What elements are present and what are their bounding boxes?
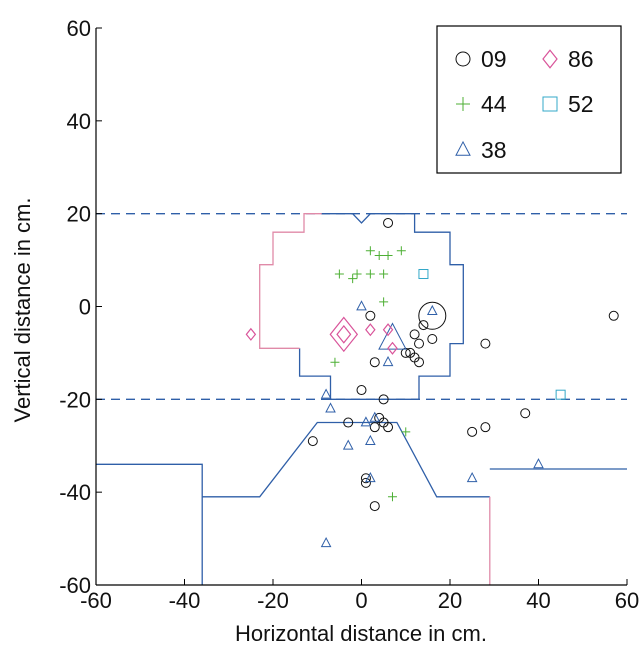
legend-label-38: 38	[481, 137, 507, 163]
y-tick-label: 40	[67, 109, 91, 134]
data-point-44-12	[387, 492, 397, 502]
data-point-09-17	[383, 422, 394, 433]
data-point-09-22	[480, 422, 491, 433]
data-point-09-5	[414, 338, 425, 349]
axes: -60 -40 -20 0 20 40 60 -60 -40 -20 0 20 40 60	[59, 16, 639, 613]
y-tick-label: 60	[67, 16, 91, 41]
data-point-09-26	[360, 477, 371, 488]
data-point-09-21	[467, 426, 478, 437]
data-point-09-11	[369, 357, 380, 368]
data-point-09-3	[418, 320, 429, 331]
data-point-09-25	[360, 473, 371, 484]
data-point-44-5	[365, 269, 375, 279]
data-point-09-12	[480, 338, 491, 349]
data-point-09-14	[378, 394, 389, 405]
data-point-86-4	[382, 323, 394, 337]
data-point-38-8	[342, 439, 354, 450]
x-tick-label: 40	[526, 588, 550, 613]
y-tick-label: -40	[59, 480, 91, 505]
legend-marker-09	[455, 51, 471, 67]
x-tick-label: -40	[169, 588, 201, 613]
y-axis-label: Vertical distance in cm.	[10, 198, 35, 423]
legend-marker-38	[455, 140, 471, 156]
data-point-09-0	[383, 217, 394, 228]
data-point-44-4	[352, 269, 362, 279]
data-point-86-0	[329, 316, 359, 353]
data-point-86-3	[365, 323, 376, 337]
data-point-86-1	[336, 324, 352, 344]
data-point-44-11	[401, 427, 411, 437]
data-point-86-5	[387, 341, 398, 355]
data-point-38-1	[426, 304, 438, 316]
data-point-38-3	[382, 355, 394, 367]
data-point-38-0	[356, 300, 367, 311]
data-point-38-2	[378, 322, 407, 350]
data-point-44-7	[348, 274, 358, 284]
legend-label-86: 86	[568, 46, 594, 72]
data-point-09-23	[520, 408, 531, 419]
data-point-44-9	[379, 297, 389, 307]
data-point-44-8	[334, 269, 344, 279]
outline-0	[298, 213, 464, 400]
data-point-38-4	[320, 388, 332, 399]
data-point-38-5	[325, 402, 336, 413]
y-tick-label: 20	[67, 202, 91, 227]
reference-lines	[96, 212, 627, 401]
y-tick-label: -20	[59, 387, 91, 412]
data-point-44-3	[396, 246, 406, 256]
data-point-86-2	[245, 327, 257, 341]
data-point-38-9	[365, 434, 376, 445]
data-point-09-18	[343, 417, 354, 428]
legend-label-52: 52	[568, 91, 594, 117]
data-point-38-6	[360, 416, 372, 427]
data-point-09-4	[409, 329, 420, 340]
x-tick-label: 60	[615, 588, 639, 613]
data-point-09-20	[307, 436, 318, 447]
x-tick-label: -20	[257, 588, 289, 613]
data-point-09-27	[369, 501, 380, 512]
data-point-09-2	[418, 301, 447, 330]
x-tick-label: 20	[438, 588, 462, 613]
x-tick-label: -60	[80, 588, 112, 613]
data-point-38-11	[533, 458, 544, 469]
y-tick-label: 0	[79, 295, 91, 320]
data-point-09-13	[356, 385, 367, 396]
data-point-44-6	[379, 269, 389, 279]
legend-marker-44	[456, 97, 470, 111]
data-point-09-10	[414, 357, 425, 368]
outline-3	[202, 421, 490, 498]
legend-label-09: 09	[481, 46, 507, 72]
data-point-52-1	[555, 389, 566, 400]
outline-2	[96, 463, 203, 585]
data-point-44-2	[383, 250, 393, 260]
legend-label-44: 44	[481, 91, 507, 117]
data-point-09-24	[608, 310, 619, 321]
data-point-44-0	[365, 246, 375, 256]
x-tick-label: 0	[355, 588, 367, 613]
data-markers	[245, 217, 619, 548]
legend-marker-86	[542, 49, 558, 69]
data-point-52-0	[418, 269, 429, 280]
data-point-09-8	[427, 333, 438, 344]
legend-box	[436, 25, 622, 174]
data-point-09-19	[369, 422, 380, 433]
region-outlines	[96, 213, 627, 585]
y-tick-label: -60	[59, 573, 91, 598]
data-point-09-1	[365, 310, 376, 321]
data-point-44-10	[330, 357, 340, 367]
legend-marker-52	[542, 96, 558, 112]
data-point-44-1	[374, 250, 384, 260]
data-point-38-10	[466, 471, 478, 483]
x-axis-label: Horizontal distance in cm.	[235, 621, 487, 646]
outline-1	[259, 213, 322, 349]
legend: 09 86 44 52 38	[436, 25, 622, 174]
data-point-38-13	[320, 536, 332, 548]
data-point-38-7	[369, 411, 381, 422]
data-point-38-12	[365, 471, 376, 483]
